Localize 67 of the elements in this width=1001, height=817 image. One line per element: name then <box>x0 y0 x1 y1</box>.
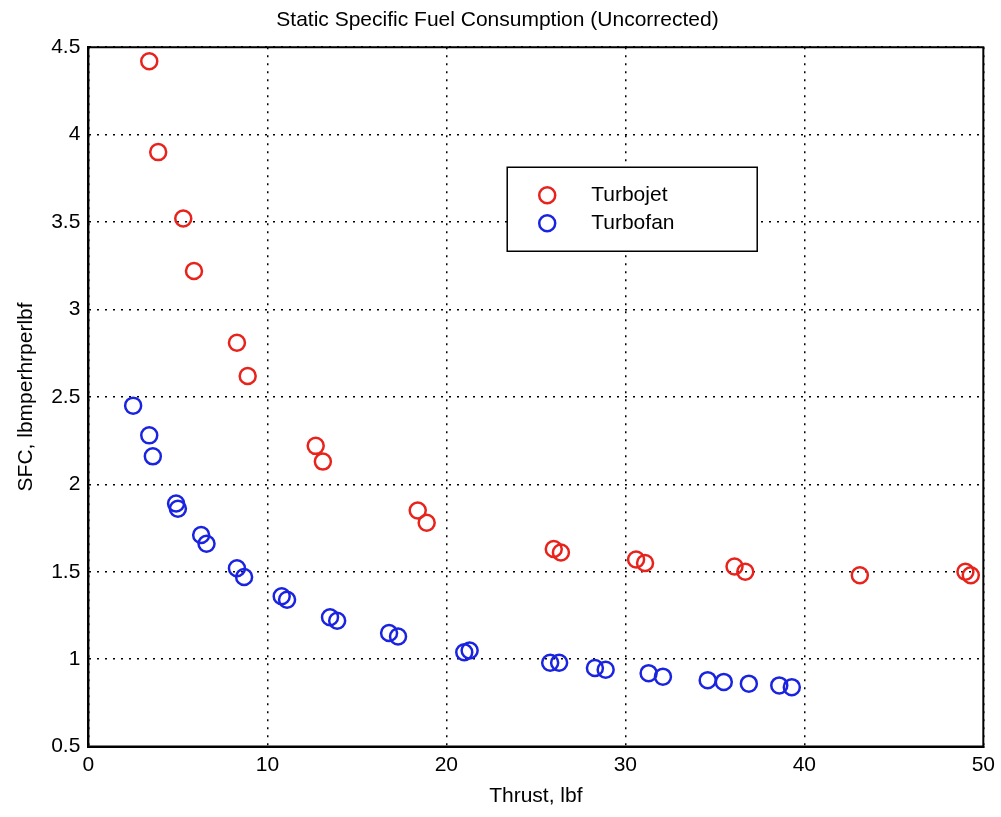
point <box>725 557 744 576</box>
point <box>653 667 673 686</box>
point <box>238 366 257 386</box>
point <box>585 658 605 678</box>
point <box>782 677 802 697</box>
legend-label: Turbofan <box>591 210 675 233</box>
x-tick-label: 0 <box>82 752 95 775</box>
point <box>736 562 755 581</box>
point <box>961 566 981 585</box>
point <box>540 653 560 672</box>
y-tick-label: 4.5 <box>51 34 81 57</box>
point <box>272 586 291 606</box>
y-tick-label: 2.5 <box>51 383 81 407</box>
point <box>166 494 186 513</box>
point <box>549 653 569 672</box>
point <box>168 499 188 519</box>
point <box>639 663 658 683</box>
point <box>635 553 655 573</box>
point <box>460 641 479 660</box>
point <box>850 566 870 585</box>
point <box>123 396 143 415</box>
point <box>455 642 474 662</box>
point <box>197 534 216 554</box>
y-axis-title: SFC, lbmperhrperlbf <box>13 302 37 492</box>
chart-title: Static Specific Fuel Consumption (Uncorrected) <box>276 7 719 31</box>
point <box>227 559 247 578</box>
point <box>714 672 734 692</box>
point <box>148 142 168 162</box>
point <box>234 567 254 587</box>
point <box>174 209 193 228</box>
point <box>313 452 333 471</box>
point <box>277 590 297 609</box>
point <box>770 676 789 695</box>
x-tick-label: 10 <box>255 752 280 775</box>
point <box>408 501 427 520</box>
point <box>191 525 211 545</box>
point <box>143 447 163 466</box>
x-tick-label: 30 <box>613 752 638 775</box>
point <box>388 627 408 646</box>
point <box>306 436 325 456</box>
legend-label: Turbojet <box>591 182 668 205</box>
point <box>140 51 159 71</box>
y-tick-label: 4 <box>68 121 81 145</box>
point <box>184 261 204 281</box>
point <box>956 562 975 581</box>
point <box>417 513 436 533</box>
point <box>596 660 615 679</box>
point <box>698 670 717 690</box>
point <box>551 543 571 562</box>
y-tick-label: 1 <box>68 645 81 669</box>
point <box>739 674 759 693</box>
x-tick-label: 50 <box>971 752 995 775</box>
point <box>320 607 340 627</box>
point <box>544 539 564 559</box>
x-axis-title: Thrust, lbf <box>489 783 583 807</box>
point <box>140 426 159 445</box>
y-tick-label: 1.5 <box>51 558 81 582</box>
point <box>379 623 399 643</box>
point <box>327 611 347 630</box>
y-tick-label: 0.5 <box>51 733 81 757</box>
point <box>626 550 646 569</box>
x-tick-label: 40 <box>792 752 817 775</box>
x-tick-label: 20 <box>434 752 459 775</box>
point <box>227 333 247 352</box>
y-tick-label: 3 <box>68 296 81 320</box>
y-tick-label: 2 <box>68 471 81 495</box>
y-tick-label: 3.5 <box>51 208 81 232</box>
